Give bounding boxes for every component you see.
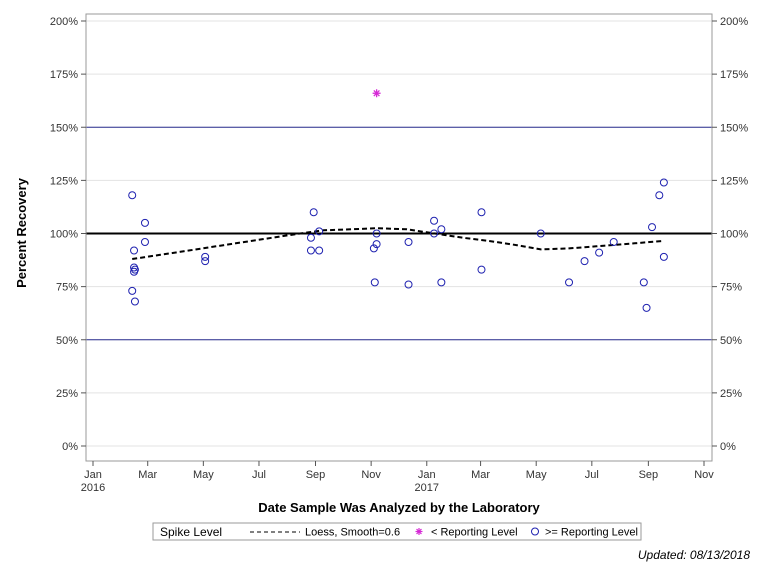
- y-axis-left: 0% 25% 50% 75% 100% 125% 150% 175% 200%: [50, 16, 86, 453]
- x-tick-label: May: [526, 469, 547, 481]
- y-tick-label: 200%: [50, 16, 78, 28]
- data-point-circle: [140, 238, 149, 246]
- y-tick-label: 0%: [720, 441, 736, 453]
- y-axis-title: Percent Recovery: [14, 177, 29, 288]
- x-tick-year-label: 2016: [81, 482, 105, 494]
- data-point-circle: [128, 286, 137, 295]
- y-tick-label: 175%: [50, 69, 78, 81]
- x-tick-label: Mar: [471, 469, 490, 481]
- y-tick-label: 200%: [720, 16, 748, 28]
- x-axis-title: Date Sample Was Analyzed by the Laborato…: [258, 500, 540, 515]
- data-point-circle: [370, 278, 379, 287]
- data-point-circle: [565, 278, 574, 287]
- y-tick-label: 100%: [50, 229, 78, 241]
- data-point-circle: [430, 216, 439, 225]
- legend: Spike Level Loess, Smooth=0.6 < Reporting …: [152, 522, 642, 541]
- y-tick-label: 175%: [720, 69, 748, 81]
- data-point-circle: [306, 246, 315, 255]
- data-point-circle: [404, 280, 413, 289]
- y-tick-label: 125%: [50, 175, 78, 187]
- updated-note: Updated: 08/13/2018: [637, 548, 750, 562]
- y-tick-label: 50%: [56, 335, 78, 347]
- data-point-circle: [201, 252, 210, 261]
- data-point-circle: [595, 248, 604, 257]
- x-tick-label: Sep: [639, 469, 659, 481]
- y-tick-label: 0%: [62, 441, 78, 453]
- x-tick-label: Nov: [694, 469, 714, 481]
- x-tick-label: Mar: [138, 469, 157, 481]
- data-point-circle: [609, 238, 618, 246]
- data-point-circle: [437, 225, 446, 234]
- data-point-circle: [315, 227, 324, 236]
- data-points: [128, 89, 668, 312]
- data-point-circle: [369, 244, 378, 253]
- data-point-circle: [140, 218, 149, 227]
- y-tick-label: 25%: [56, 388, 78, 400]
- x-tick-label: Jan: [418, 469, 436, 481]
- data-point-circle: [659, 178, 668, 187]
- asterisk-stroke: [373, 89, 380, 97]
- x-tick-label: Sep: [306, 469, 326, 481]
- data-point-circle: [580, 257, 589, 266]
- x-tick-label: Jul: [585, 469, 599, 481]
- y-tick-label: 50%: [720, 335, 742, 347]
- loess-curve: [132, 227, 664, 260]
- data-point-circle: [659, 252, 668, 261]
- x-tick-label: Jul: [252, 469, 266, 481]
- asterisk-stroke: [416, 528, 422, 535]
- plot-frame: [85, 13, 713, 462]
- legend-symbol-asterisk: [415, 528, 423, 535]
- y-tick-label: 75%: [56, 282, 78, 294]
- data-point-circle: [648, 223, 657, 232]
- y-tick-label: 150%: [50, 122, 78, 134]
- data-point-circle: [309, 208, 318, 217]
- legend-label: < Reporting Level: [431, 527, 518, 539]
- data-point-circle: [437, 278, 446, 287]
- legend-box: [152, 522, 642, 541]
- data-point-circle: [477, 265, 486, 274]
- data-point-circle: [655, 191, 664, 200]
- legend-title: Spike Level: [160, 525, 222, 539]
- data-point-circle: [130, 265, 139, 274]
- loess-line: [132, 227, 664, 260]
- reference-lines: [86, 126, 712, 341]
- data-point-circle: [477, 208, 486, 217]
- data-point-circle: [306, 233, 315, 242]
- legend-symbol-circle: [531, 527, 539, 536]
- x-tick-label: Nov: [361, 469, 381, 481]
- data-point-circle: [130, 297, 139, 306]
- data-point-circle: [130, 246, 139, 255]
- data-point-circle: [404, 238, 413, 246]
- data-point-circle: [372, 240, 381, 249]
- data-point-circle: [315, 246, 324, 255]
- data-point-circle: [642, 303, 651, 312]
- data-point-circle: [430, 229, 439, 238]
- data-point-circle: [639, 278, 648, 287]
- y-tick-label: 100%: [720, 229, 748, 241]
- y-tick-label: 25%: [720, 388, 742, 400]
- y-tick-label: 150%: [720, 122, 748, 134]
- legend-label: Loess, Smooth=0.6: [305, 527, 400, 539]
- data-point-circle: [536, 229, 545, 238]
- data-point-circle: [372, 229, 381, 238]
- y-tick-label: 75%: [720, 282, 742, 294]
- y-tick-label: 125%: [720, 175, 748, 187]
- x-tick-label: Jan: [84, 469, 102, 481]
- data-point-asterisk: [372, 89, 381, 98]
- data-point-circle: [201, 257, 210, 266]
- legend-label: >= Reporting Level: [545, 527, 638, 539]
- x-tick-label: May: [193, 469, 214, 481]
- data-point-circle: [128, 191, 137, 200]
- x-tick-year-label: 2017: [415, 482, 439, 494]
- y-axis-right: 0% 25% 50% 75% 100% 125% 150% 175% 200%: [712, 16, 748, 453]
